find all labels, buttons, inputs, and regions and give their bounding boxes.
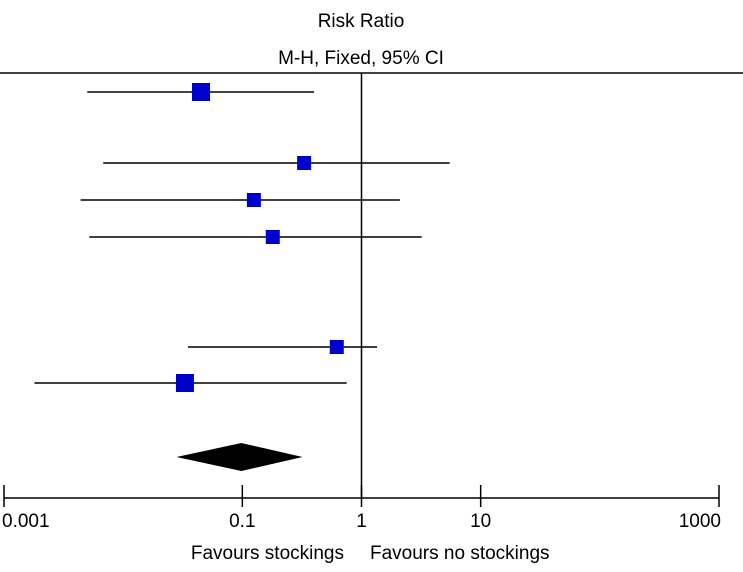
study-point-estimate xyxy=(175,374,194,392)
favours-right-label: Favours no stockings xyxy=(370,543,550,564)
study-point-estimate xyxy=(329,340,344,354)
study-point-estimate xyxy=(246,193,261,207)
study-point-estimate xyxy=(297,156,312,170)
x-axis: 0.001 0.1 1 10 1000 xyxy=(2,485,721,532)
chart-subtitle: M-H, Fixed, 95% CI xyxy=(278,48,444,69)
study-point-estimate xyxy=(265,230,280,244)
study-point-estimate xyxy=(192,83,211,101)
x-tick-label: 0.1 xyxy=(229,511,255,532)
x-tick-label: 10 xyxy=(470,511,491,532)
x-tick-label: 1 xyxy=(356,511,367,532)
x-tick-label: 0.001 xyxy=(2,511,50,532)
favours-left-label: Favours stockings xyxy=(191,543,344,564)
pooled-estimate-diamond xyxy=(176,443,303,471)
chart-title: Risk Ratio xyxy=(318,11,405,32)
x-tick-label: 1000 xyxy=(679,511,721,532)
plot-area xyxy=(34,73,450,498)
